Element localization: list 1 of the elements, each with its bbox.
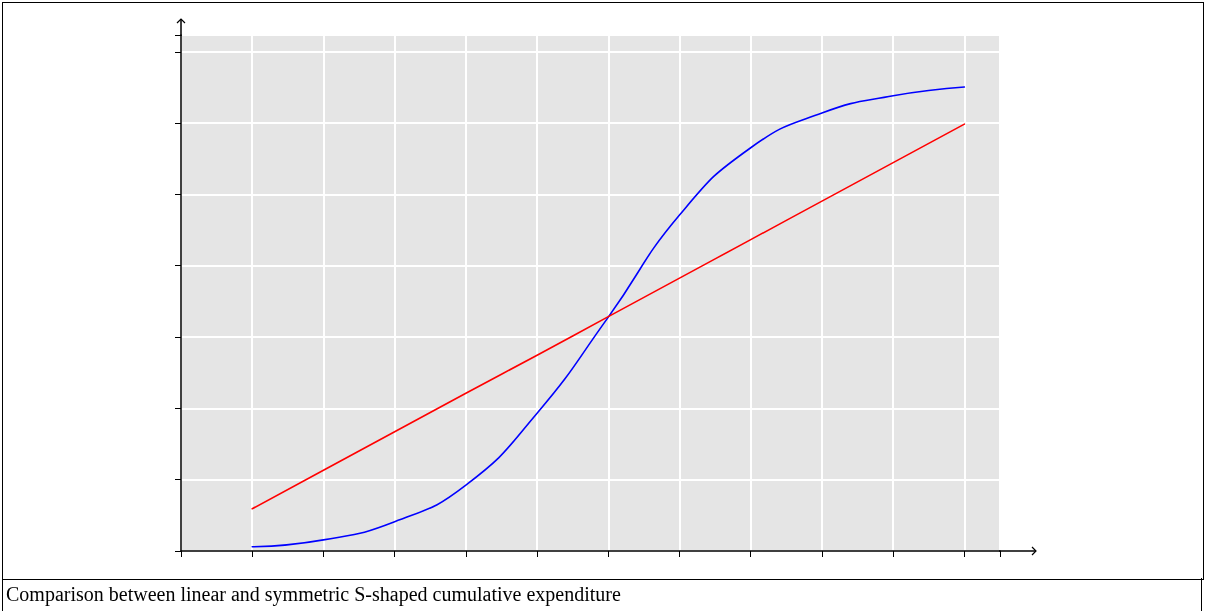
text: Comparison between linear and symmetric S-shaped cumulative expenditure xyxy=(6,583,621,605)
